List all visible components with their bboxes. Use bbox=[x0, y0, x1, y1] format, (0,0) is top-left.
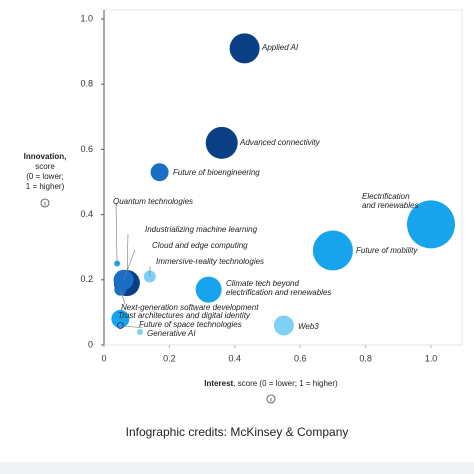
bubble-label: Electrification bbox=[362, 192, 410, 201]
y-tick-label: 0.2 bbox=[80, 274, 93, 284]
bubble bbox=[136, 328, 143, 335]
x-tick-label: 0.2 bbox=[163, 353, 176, 363]
leader-line bbox=[120, 318, 123, 321]
bubble-label: Future of bioengineering bbox=[173, 168, 260, 177]
info-icon bbox=[40, 198, 50, 208]
y-axis-title: 1 = higher) bbox=[26, 182, 65, 191]
leader-line bbox=[120, 325, 144, 329]
bubble bbox=[273, 315, 294, 336]
x-axis-title-rest: , score (0 = lower; 1 = higher) bbox=[233, 379, 338, 388]
bubble-label: Web3 bbox=[298, 322, 319, 331]
leader-line bbox=[115, 205, 118, 264]
footer-bar bbox=[0, 462, 474, 474]
y-tick-label: 0 bbox=[88, 339, 93, 349]
bubble bbox=[229, 33, 260, 64]
bubble-label: Industrializing machine learning bbox=[145, 225, 258, 234]
y-axis-title: score bbox=[35, 162, 55, 171]
bubble-label: Immersive-reality technologies bbox=[156, 257, 264, 266]
bubble-label: Applied AI bbox=[261, 43, 299, 52]
y-tick-label: 1.0 bbox=[80, 13, 93, 23]
info-icon bbox=[266, 394, 276, 404]
x-tick-label: 0.8 bbox=[359, 353, 372, 363]
y-tick-label: 0.4 bbox=[80, 209, 93, 219]
bubble bbox=[116, 321, 124, 329]
bubble-label: Climate tech beyond bbox=[226, 279, 299, 288]
bubble bbox=[195, 276, 222, 303]
bubble bbox=[312, 230, 353, 271]
bubble-label: Trust architectures and digital identity bbox=[118, 311, 251, 320]
bubble-label: Advanced connectivity bbox=[239, 138, 321, 147]
leader-line bbox=[120, 289, 126, 305]
x-axis-title-bold: Interest bbox=[204, 379, 233, 388]
credits: Infographic credits: McKinsey & Company bbox=[126, 425, 349, 439]
y-axis-title: (0 = lower; bbox=[26, 172, 64, 181]
y-axis-title: Innovation, bbox=[24, 152, 67, 161]
x-tick-label: 0 bbox=[101, 353, 106, 363]
bubble-label: Future of mobility bbox=[356, 246, 418, 255]
bubble-label: and renewables bbox=[362, 201, 418, 210]
x-tick-label: 0.4 bbox=[229, 353, 242, 363]
bubble-label: Future of space technologies bbox=[139, 320, 242, 329]
bubble bbox=[150, 163, 169, 182]
x-tick-label: 0.6 bbox=[294, 353, 307, 363]
y-tick-label: 0.8 bbox=[80, 79, 93, 89]
x-axis-title: Interest, score (0 = lower; 1 = higher) bbox=[204, 379, 338, 388]
bubble bbox=[205, 126, 238, 159]
bubble bbox=[407, 200, 455, 249]
bubble-label: Next-generation software development bbox=[121, 303, 259, 312]
bubble-label: Generative AI bbox=[147, 329, 196, 338]
bubble-label: Cloud and edge computing bbox=[152, 241, 248, 250]
x-tick-label: 1.0 bbox=[425, 353, 438, 363]
bubble-label: electrification and renewables bbox=[226, 288, 331, 297]
y-tick-label: 0.6 bbox=[80, 144, 93, 154]
bubble-label: Quantum technologies bbox=[113, 197, 193, 206]
leader-line bbox=[123, 249, 136, 280]
